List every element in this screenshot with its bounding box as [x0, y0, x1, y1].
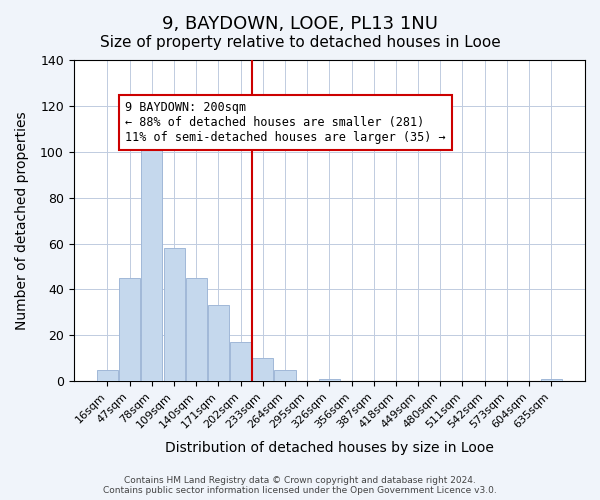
Bar	[208, 306, 229, 381]
Text: Contains HM Land Registry data © Crown copyright and database right 2024.
Contai: Contains HM Land Registry data © Crown c…	[103, 476, 497, 495]
Bar	[252, 358, 274, 381]
Text: Size of property relative to detached houses in Looe: Size of property relative to detached ho…	[100, 35, 500, 50]
Text: 9 BAYDOWN: 200sqm
← 88% of detached houses are smaller (281)
11% of semi-detache: 9 BAYDOWN: 200sqm ← 88% of detached hous…	[125, 102, 446, 144]
Bar	[142, 147, 163, 381]
Bar	[185, 278, 207, 381]
Text: 9, BAYDOWN, LOOE, PL13 1NU: 9, BAYDOWN, LOOE, PL13 1NU	[162, 15, 438, 33]
Bar	[97, 370, 118, 381]
Bar	[274, 370, 296, 381]
Bar	[541, 379, 562, 381]
Bar	[164, 248, 185, 381]
Y-axis label: Number of detached properties: Number of detached properties	[15, 112, 29, 330]
X-axis label: Distribution of detached houses by size in Looe: Distribution of detached houses by size …	[165, 441, 494, 455]
Bar	[119, 278, 140, 381]
Bar	[319, 379, 340, 381]
Bar	[230, 342, 251, 381]
